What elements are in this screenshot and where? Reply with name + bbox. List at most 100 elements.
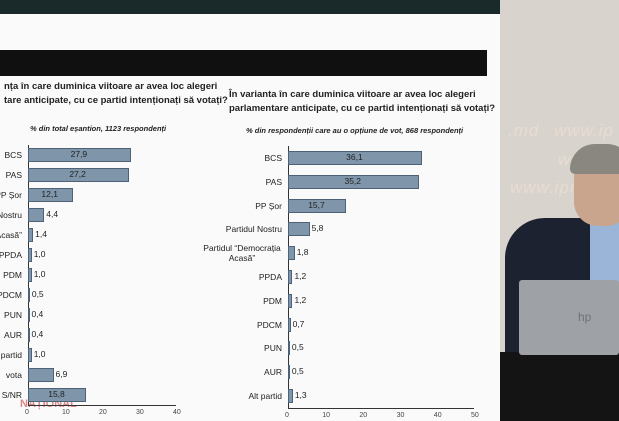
right-chart-title: În varianta în care duminica viitoare ar… xyxy=(229,88,495,116)
bar xyxy=(288,365,290,380)
category-label: BCS xyxy=(264,152,282,163)
x-axis-line xyxy=(288,408,474,409)
bar xyxy=(288,198,347,213)
category-label: Nostru xyxy=(0,210,22,220)
category-label: PP Șor xyxy=(255,200,282,211)
bar xyxy=(28,288,30,302)
x-tick-label: 40 xyxy=(433,412,442,419)
bar xyxy=(28,188,73,202)
bar-value-label: 0,5 xyxy=(31,289,44,299)
category-label: PP Șor xyxy=(0,190,22,200)
bar xyxy=(28,248,32,262)
x-axis-line xyxy=(28,405,176,406)
bar xyxy=(288,150,423,165)
bar xyxy=(28,308,30,322)
category-label: PUN xyxy=(4,310,22,320)
bar xyxy=(288,222,310,237)
right-chart-title-line: parlamentare anticipate, cu ce partid in… xyxy=(229,103,496,114)
bar xyxy=(288,246,295,261)
bar-value-label: 36,1 xyxy=(346,151,363,162)
slide-header-bar xyxy=(0,50,487,76)
bar-value-label: 35,2 xyxy=(344,175,362,186)
category-label: PDM xyxy=(263,295,282,306)
category-label: S/NR xyxy=(1,390,22,400)
bar-value-label: 1,0 xyxy=(33,269,46,279)
bar-value-label: 1,2 xyxy=(294,294,307,305)
bar xyxy=(28,268,32,282)
category-label: PPDA xyxy=(258,272,282,282)
x-tick-label: 20 xyxy=(359,412,368,419)
laptop xyxy=(519,280,619,355)
laptop-logo-icon: hp xyxy=(578,310,592,324)
x-tick-label: 0 xyxy=(25,409,29,416)
category-label: AUR xyxy=(264,367,282,378)
bar-value-label: 1,2 xyxy=(294,271,307,281)
category-label: Alt partid xyxy=(248,391,282,402)
bar-value-label: 1,4 xyxy=(35,229,47,239)
bar xyxy=(288,389,293,404)
bar-value-label: 0,5 xyxy=(291,366,304,377)
category-label: Partidul Nostru xyxy=(225,224,282,235)
bar-value-label: 1,8 xyxy=(296,247,309,258)
category-label: partid xyxy=(0,350,22,360)
category-label: PAS xyxy=(265,176,282,187)
right-chart-subtitle: % din respondenții care au o opțiune de … xyxy=(246,126,464,135)
bar-value-label: 1,0 xyxy=(33,349,46,359)
right-chart-title-line: În varianta în care duminica viitoare ar… xyxy=(229,89,476,100)
x-tick-label: 0 xyxy=(285,412,289,419)
bar-value-label: 12,1 xyxy=(41,189,58,199)
bar xyxy=(28,208,45,222)
presenter-hair xyxy=(570,144,619,174)
category-label: vota xyxy=(5,370,22,380)
x-tick-label: 50 xyxy=(471,412,479,419)
bar xyxy=(28,148,132,162)
x-tick-label: 10 xyxy=(322,412,330,419)
left-chart-title: nța în care duminica viitoare ar avea lo… xyxy=(4,80,228,108)
wall-logo-text: .md xyxy=(508,121,540,140)
x-tick-label: 30 xyxy=(396,412,405,419)
x-tick-label: 10 xyxy=(62,409,70,416)
desk xyxy=(500,352,619,421)
bar xyxy=(288,293,293,308)
bar-value-label: 15,7 xyxy=(308,199,325,210)
category-label: PUN xyxy=(264,343,282,354)
category-label: Acasă” xyxy=(0,230,22,240)
category-label: PDCM xyxy=(0,290,22,300)
bar xyxy=(28,168,129,182)
bar-value-label: 1,3 xyxy=(294,390,307,401)
bar-value-label: 27,2 xyxy=(69,169,86,179)
bar-value-label: 6,9 xyxy=(55,369,68,379)
bar xyxy=(288,270,293,284)
bar xyxy=(28,328,30,342)
projection-screen xyxy=(0,14,500,421)
bar xyxy=(28,368,54,382)
category-label: PDCM xyxy=(256,319,282,330)
bar-value-label: 27,9 xyxy=(70,149,88,159)
bar-value-label: 5,8 xyxy=(311,223,324,234)
bar xyxy=(288,174,419,189)
x-tick-label: 40 xyxy=(173,409,181,416)
bar xyxy=(288,317,291,332)
bar-value-label: 0,5 xyxy=(291,342,304,353)
bar-value-label: 1,0 xyxy=(33,249,46,259)
category-label: Partidul “Democrația Acasă” xyxy=(203,243,281,264)
left-chart-subtitle: % din total eșantion, 1123 respondenți xyxy=(30,124,167,133)
bar xyxy=(28,348,32,362)
bar-value-label: 0,4 xyxy=(31,309,44,319)
left-chart-title-line: tare anticipate, cu ce partid intenționa… xyxy=(4,95,228,106)
category-label: AUR xyxy=(4,330,22,340)
bar-value-label: 0,7 xyxy=(292,318,305,329)
bar-value-label: 15,8 xyxy=(48,389,65,399)
x-tick-label: 20 xyxy=(99,409,107,416)
category-label: PAS xyxy=(5,170,22,180)
bar-value-label: 0,4 xyxy=(31,329,44,339)
category-label: BCS xyxy=(4,150,22,160)
left-chart-title-line: nța în care duminica viitoare ar avea lo… xyxy=(4,81,218,92)
bar-value-label: 4,4 xyxy=(46,209,59,219)
category-label: PDM xyxy=(3,270,22,280)
wall-logo-text: www.ip xyxy=(554,121,614,140)
bar xyxy=(288,341,290,356)
bar xyxy=(28,388,87,402)
x-tick-label: 30 xyxy=(136,409,144,416)
category-label: PPDA xyxy=(0,250,22,260)
